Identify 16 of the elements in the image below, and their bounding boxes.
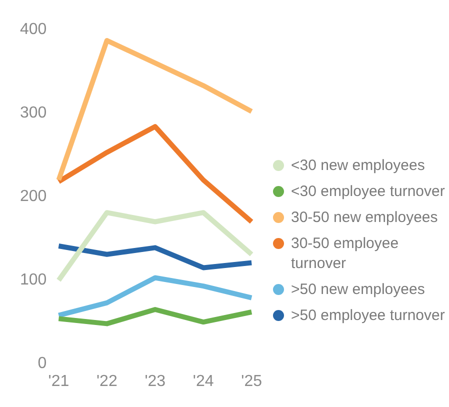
x-tick-label: '23 — [144, 372, 166, 390]
legend-label: 30-50 new employees — [291, 208, 438, 228]
x-tick-label: '25 — [241, 372, 262, 390]
legend-label: 30-50 employee turnover — [291, 234, 400, 274]
legend-label: <30 new employees — [291, 156, 425, 176]
legend-label: >50 employee turnover — [291, 306, 445, 326]
legend-label: >50 new employees — [291, 280, 425, 300]
x-tick-label: '22 — [96, 372, 118, 390]
y-tick-label: 0 — [38, 355, 47, 372]
x-tick-label: '24 — [192, 372, 214, 390]
y-tick-label: 100 — [20, 272, 47, 289]
x-tick-label: '21 — [48, 372, 70, 390]
y-tick-label: 200 — [20, 188, 47, 206]
y-tick-label: 400 — [20, 21, 47, 38]
y-tick-label: 300 — [20, 104, 47, 122]
legend-label: <30 employee turnover — [291, 182, 445, 202]
